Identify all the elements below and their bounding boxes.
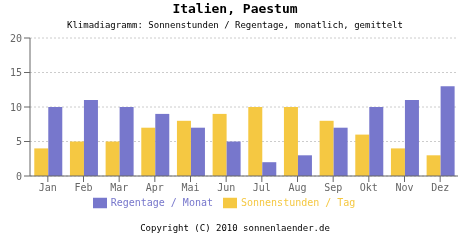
svg-text:Mar: Mar [110,182,128,193]
html-text:Copyright (C) 2010 sonnenlaend: Copyright (C) 2010 sonnenlaender.de [140,223,330,233]
svg-text:0: 0 [16,171,22,182]
svg-text:Jan: Jan [39,182,57,193]
html-text:Italien, Paestum: Italien, Paestum [172,1,298,16]
svg-text:Aug: Aug [288,182,306,193]
svg-text:10: 10 [10,102,22,113]
svg-text:Dez: Dez [431,182,449,193]
html-text:Sonnenstunden / Tag: Sonnenstunden / Tag [241,197,356,208]
svg-text:Feb: Feb [74,182,92,193]
svg-text:Nov: Nov [395,182,413,193]
html-text:Regentage / Monat: Regentage / Monat [110,197,213,208]
svg-text:20: 20 [10,33,22,44]
svg-text:5: 5 [16,136,22,147]
html-text:Klimadiagramm: Sonnenstunden /: Klimadiagramm: Sonnenstunden / Regentage… [67,20,403,30]
svg-text:15: 15 [10,67,22,78]
svg-text:Jul: Jul [253,182,271,193]
svg-text:Okt: Okt [360,182,378,193]
svg-text:Jun: Jun [217,182,235,193]
svg-text:Apr: Apr [146,182,164,193]
svg-text:Sep: Sep [324,182,342,193]
svg-text:Mai: Mai [181,182,199,193]
